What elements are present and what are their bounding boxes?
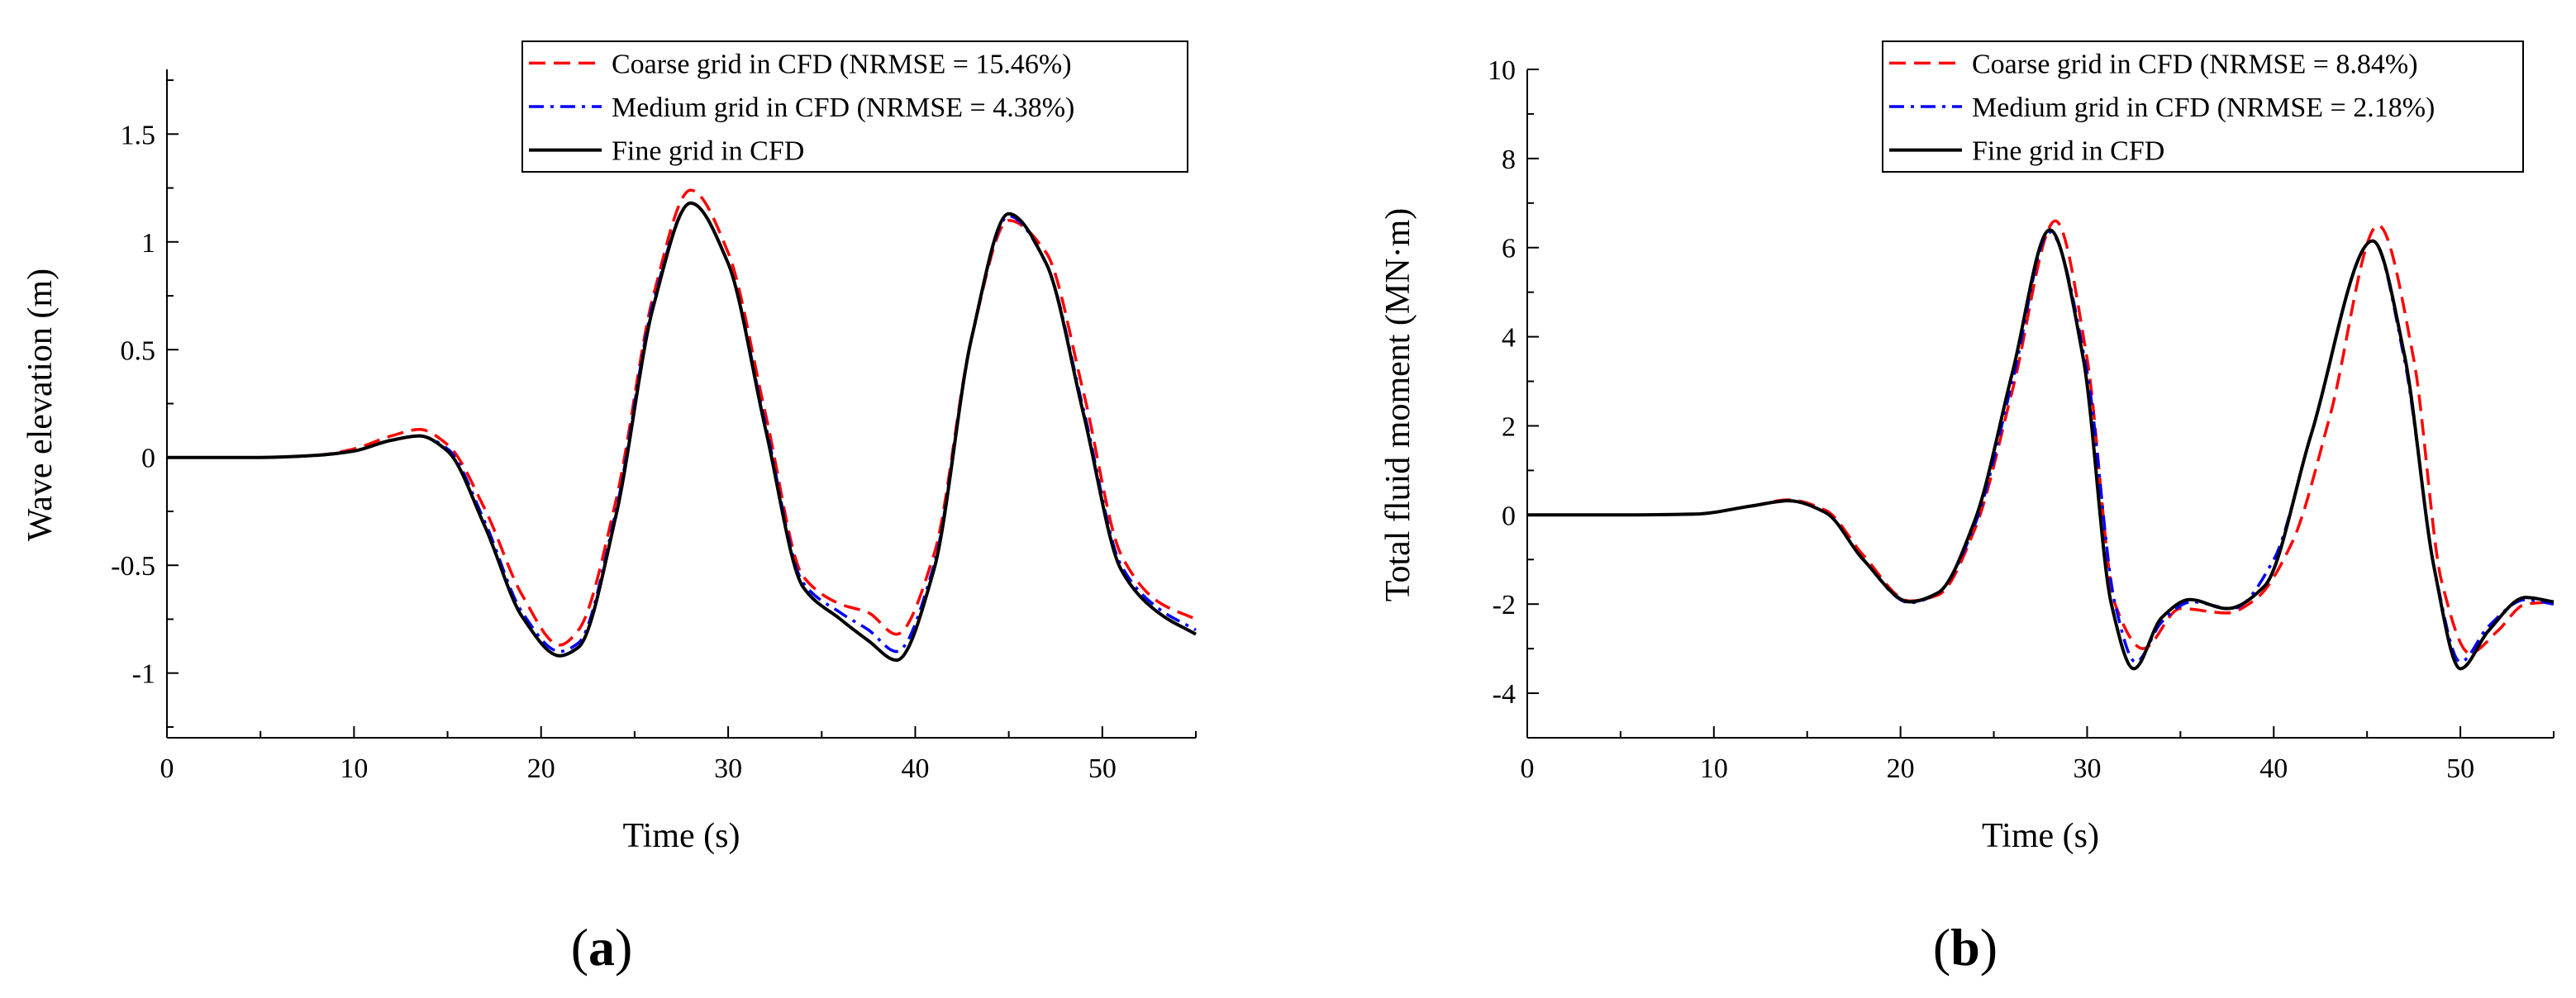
panel-label: (a) <box>571 918 633 977</box>
x-axis-title: Time (s) <box>623 817 740 855</box>
y-tick-label: -0.5 <box>111 551 155 582</box>
legend-label: Coarse grid in CFD (NRMSE = 15.46%) <box>612 49 1072 79</box>
legend-box <box>521 40 1188 173</box>
y-tick-label: 0 <box>141 444 155 474</box>
panel-label-open: ( <box>571 918 588 977</box>
x-tick-label: 40 <box>2259 753 2288 784</box>
series-line-coarse <box>167 188 1197 647</box>
x-tick-label: 10 <box>340 753 368 784</box>
panel-label-letter: a <box>588 918 615 977</box>
legend-label: Medium grid in CFD (NRMSE = 4.38%) <box>612 93 1074 123</box>
y-tick-label: 0.5 <box>121 335 156 366</box>
y-tick-label: 2 <box>1502 411 1516 442</box>
series-line-medium <box>1526 230 2555 664</box>
x-tick-label: 20 <box>527 753 555 784</box>
legend-label: Fine grid in CFD <box>612 136 804 167</box>
y-tick-label: 0 <box>1502 501 1516 531</box>
x-tick-label: 30 <box>2073 753 2101 784</box>
legend-label: Medium grid in CFD (NRMSE = 2.18%) <box>1972 93 2435 123</box>
y-tick-label: 8 <box>1502 145 1516 175</box>
legend-label: Coarse grid in CFD (NRMSE = 8.84%) <box>1972 49 2418 79</box>
y-tick-label: 1.5 <box>121 120 156 150</box>
series-line-fine <box>1526 228 2555 671</box>
panel-label: (b) <box>1933 918 1997 977</box>
y-tick-label: 1 <box>141 228 155 259</box>
y-tick-label: -1 <box>132 659 155 690</box>
y-tick-label: -2 <box>1493 590 1516 620</box>
panel-label-close: ) <box>615 918 632 977</box>
x-tick-label: 50 <box>2446 753 2474 784</box>
series-line-medium <box>167 202 1197 653</box>
legend-label: Fine grid in CFD <box>1972 136 2164 167</box>
y-tick-label: 6 <box>1502 234 1516 264</box>
panel-a-chart: 0 10 20 30 40 50 -1 -0.5 0 0.5 1 1.5 Time (s) Wave el… <box>21 40 1197 977</box>
series-line-coarse <box>1526 219 2555 655</box>
panel-label-letter: b <box>1950 918 1980 977</box>
x-tick-label: 40 <box>901 753 929 784</box>
panel-b-chart: 0 10 20 30 40 50 -4 -2 0 2 4 6 8 10 Time (s) Total flui… <box>1379 40 2555 977</box>
x-tick-label: 0 <box>160 753 174 784</box>
panel-label-open: ( <box>1933 918 1950 977</box>
x-axis-title: Time (s) <box>1982 817 2099 855</box>
x-tick-label: 30 <box>714 753 742 784</box>
x-tick-label: 0 <box>1521 753 1535 784</box>
y-tick-label: 4 <box>1502 323 1516 354</box>
y-axis-title: Wave elevation (m) <box>21 269 60 541</box>
x-tick-label: 50 <box>1088 753 1117 784</box>
x-tick-label: 20 <box>1887 753 1915 784</box>
y-tick-label: -4 <box>1493 679 1516 710</box>
legend-box <box>1882 40 2524 173</box>
y-tick-label: 10 <box>1488 55 1516 86</box>
panel-label-close: ) <box>1980 918 1997 977</box>
x-tick-label: 10 <box>1700 753 1728 784</box>
series-line-fine <box>167 201 1197 663</box>
y-axis-title: Total fluid moment (MN·m) <box>1379 208 1417 601</box>
